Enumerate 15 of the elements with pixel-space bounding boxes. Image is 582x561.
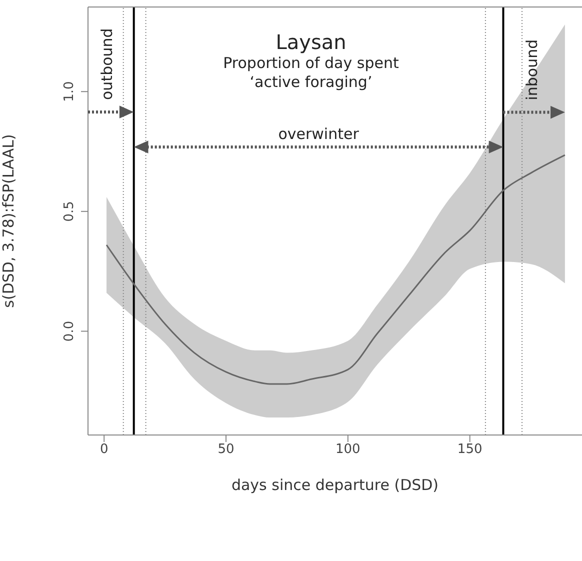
annotation: inbound <box>523 39 542 100</box>
y-tick-label: 0.5 <box>62 201 77 222</box>
y-axis-title: s(DSD, 3.78):fSP(LAAL) <box>0 134 18 308</box>
x-tick-label: 50 <box>218 442 234 458</box>
line-series <box>106 154 566 385</box>
x-tick-label: 150 <box>457 442 482 458</box>
x-tick-label: 0 <box>100 442 108 458</box>
annotation: outbound <box>98 28 116 100</box>
x-axis-title: days since departure (DSD) <box>231 476 439 494</box>
y-tick-label: 1.0 <box>62 81 77 102</box>
text: Laysan <box>274 30 348 54</box>
x-tick-label: 100 <box>336 442 360 458</box>
text: Proportion of day spent ‘active foraging’ <box>222 54 400 92</box>
y-tick-label: 0.0 <box>62 320 77 342</box>
annotation: overwinter <box>278 125 360 143</box>
